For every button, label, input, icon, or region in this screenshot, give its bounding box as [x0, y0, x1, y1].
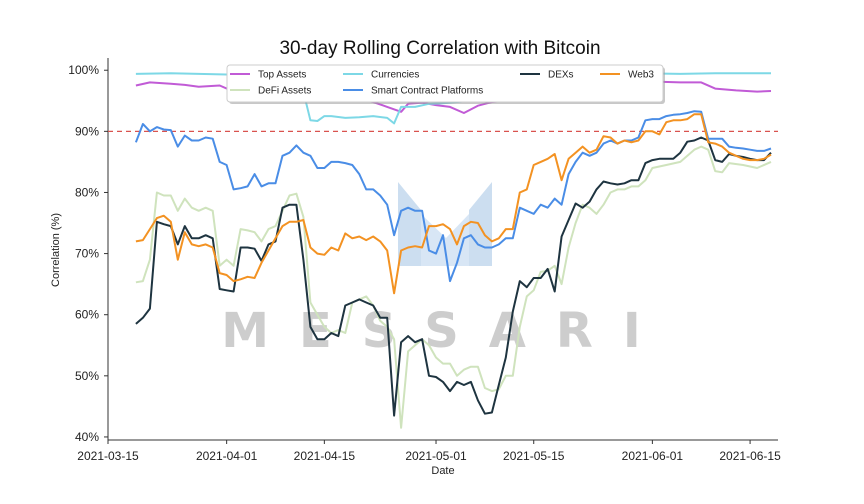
legend-label: DEXs	[548, 70, 574, 81]
messari-m-logo	[398, 182, 492, 266]
series-line-dexs	[135, 136, 772, 417]
y-tick-label: 80%	[75, 185, 99, 199]
y-tick-label: 40%	[75, 430, 99, 444]
y-tick-label: 50%	[75, 369, 99, 383]
x-axis-label: Date	[431, 465, 454, 477]
chart-title: 30-day Rolling Correlation with Bitcoin	[279, 38, 600, 59]
x-tick-label: 2021-03-15	[77, 449, 139, 463]
legend-label: Top Assets	[258, 70, 306, 81]
y-tick-label: 60%	[75, 308, 99, 322]
series-line-smart-contract-platforms	[134, 110, 772, 283]
chart-legend[interactable]: Top Assets DeFi Assets Currencies Smart Con…	[226, 64, 665, 104]
legend-label: Web3	[628, 70, 654, 81]
legend-label: Smart Contract Platforms	[371, 86, 483, 97]
legend-box	[226, 64, 664, 103]
watermark-text: MESSARI	[221, 303, 671, 359]
x-tick-label: 2021-05-01	[405, 449, 467, 463]
legend-label: Currencies	[371, 70, 419, 81]
series-line-defi-assets	[135, 145, 772, 429]
y-tick-label: 70%	[75, 247, 99, 261]
messari-watermark: MESSARI	[221, 182, 671, 359]
y-tick-labels: 40% 50% 60% 70% 80% 90% 100%	[68, 63, 108, 444]
legend-item-currencies[interactable]: Currencies	[343, 70, 419, 81]
x-tick-label: 2021-06-15	[719, 449, 781, 463]
legend-item-dexs[interactable]: DEXs	[520, 70, 574, 81]
y-tick-label: 90%	[75, 124, 99, 138]
x-tick-label: 2021-06-01	[622, 449, 684, 463]
x-tick-labels: 2021-03-15 2021-04-01 2021-04-15 2021-05-01…	[77, 440, 781, 463]
x-tick-label: 2021-04-15	[294, 449, 356, 463]
legend-item-top-assets[interactable]: Top Assets	[230, 70, 306, 81]
legend-item-smart-contract-platforms[interactable]: Smart Contract Platforms	[343, 86, 483, 97]
series-line-web3	[135, 113, 772, 295]
x-tick-label: 2021-05-15	[503, 449, 565, 463]
y-tick-label: 100%	[68, 63, 99, 77]
x-tick-label: 2021-04-01	[196, 449, 258, 463]
y-axis-label: Correlation (%)	[50, 213, 62, 287]
legend-label: DeFi Assets	[258, 86, 311, 97]
legend-item-defi-assets[interactable]: DeFi Assets	[230, 86, 311, 97]
legend-item-web3[interactable]: Web3	[600, 70, 654, 81]
